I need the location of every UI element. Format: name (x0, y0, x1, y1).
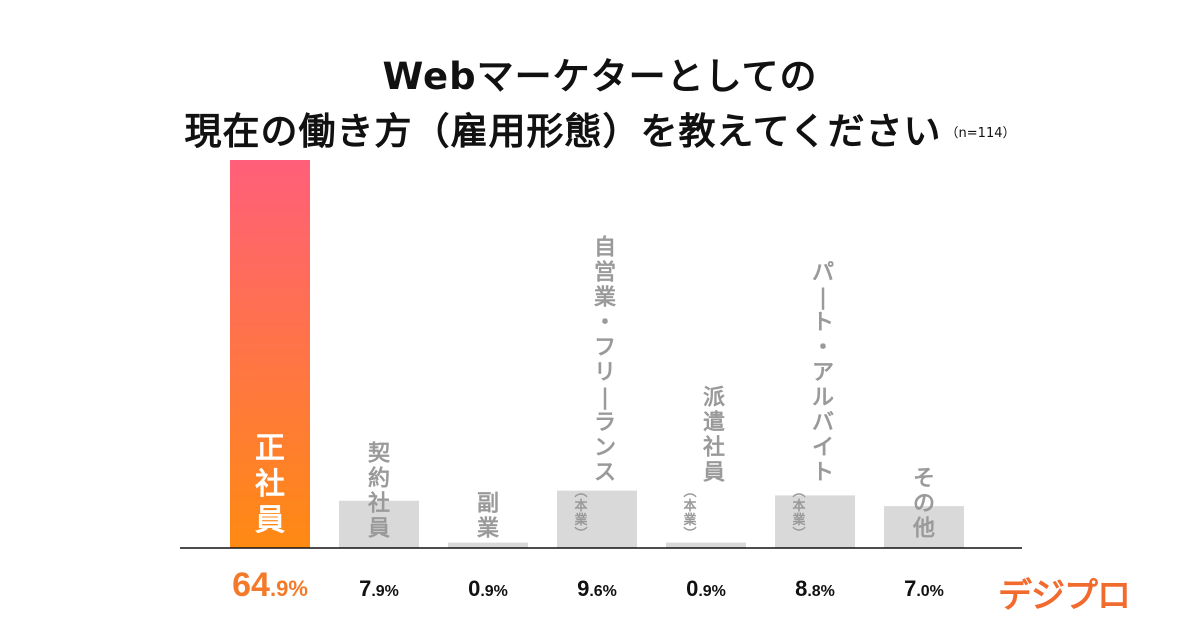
category-sublabel-4: ︵本業︶ (682, 485, 697, 542)
category-label-4: 派遣社員 (702, 386, 725, 486)
category-label-0: 正社員 (255, 431, 285, 538)
bar-5 (775, 495, 855, 548)
chart-title-text: 現在の働き方（雇用形態）を教えてください (184, 110, 942, 153)
sample-size: （n=114） (945, 125, 1016, 141)
value-label-1: 7.9% (359, 576, 399, 601)
category-sublabel-5: ︵本業︶ (791, 485, 806, 542)
value-label-0: 64.9% (232, 566, 308, 604)
value-label-6: 7.0% (904, 576, 944, 601)
category-label-3: 自営業・フリ|ランス (594, 235, 617, 486)
value-label-4: 0.9% (686, 576, 726, 601)
bar-6 (884, 506, 964, 548)
value-label-5: 8.8% (795, 576, 835, 601)
digipro-logo: デジプロ (998, 576, 1131, 616)
bar-0 (230, 160, 310, 548)
category-label-1: 契約社員 (367, 442, 391, 542)
category-sublabel-3: ︵本業︶ (573, 485, 588, 542)
chart-title-line2: 現在の働き方（雇用形態）を教えてください （n=114） (0, 110, 1200, 156)
category-label-6: その他 (912, 467, 935, 542)
bar-2 (448, 542, 528, 548)
bar-1 (339, 500, 419, 548)
chart-title-line1: Webマーケターとしての (382, 55, 818, 98)
value-label-3: 9.6% (577, 576, 617, 601)
category-label-5: パ|ト・アルバイト (812, 261, 834, 486)
bar-3 (557, 490, 637, 548)
value-label-2: 0.9% (468, 576, 508, 601)
category-label-2: 副業 (477, 492, 500, 542)
bar-4 (666, 542, 746, 548)
